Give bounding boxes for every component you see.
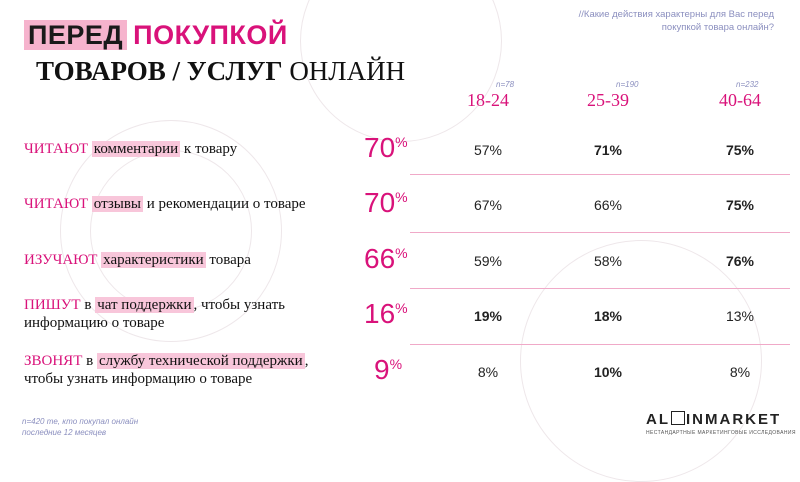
- row-highlight: чат поддержки: [95, 297, 194, 313]
- cell-value: 13%: [725, 308, 755, 324]
- row-highlight: службу технической поддержки: [96, 353, 305, 369]
- row-rest: ,: [304, 353, 309, 369]
- cell-value: 66%: [593, 197, 623, 213]
- cell-value: 18%: [593, 308, 623, 324]
- percent-sign: %: [395, 300, 408, 316]
- title-word: ПОКУПКОЙ: [133, 20, 288, 50]
- background-ornament: [90, 150, 252, 312]
- row-verb: ЧИТАЮТ: [24, 196, 89, 212]
- row-total-percent: 70%: [364, 187, 408, 219]
- footnote-line: n=420 те, кто покупал онлайн: [22, 417, 139, 426]
- percent-sign: %: [395, 245, 408, 261]
- page-title: ПЕРЕД ПОКУПКОЙ: [24, 20, 288, 51]
- cell-value: 8%: [729, 364, 751, 380]
- row-pre: в: [80, 297, 96, 313]
- cell-value: 19%: [473, 308, 503, 324]
- percent-sign: %: [395, 189, 408, 205]
- row-highlight: комментарии: [91, 141, 181, 157]
- cell-value: 57%: [473, 142, 503, 158]
- percent-sign: %: [389, 356, 403, 372]
- row-label: ПИШУТ в чат поддержки, чтобы узнать инфо…: [24, 296, 285, 332]
- footnote-line: последние 12 месяцев: [22, 428, 107, 437]
- row-total-percent: 70%: [364, 132, 408, 164]
- logo-tagline: НЕСТАНДАРТНЫЕ МАРКЕТИНГОВЫЕ ИССЛЕДОВАНИЯ: [646, 430, 796, 436]
- row-highlight: отзывы: [91, 196, 144, 212]
- logo-left: AL: [646, 411, 670, 428]
- row-divider: [410, 232, 790, 233]
- cell-value: 75%: [725, 142, 755, 158]
- total-value: 70: [364, 132, 396, 163]
- total-value: 66: [364, 243, 396, 274]
- row-divider: [410, 344, 790, 345]
- percent-sign: %: [395, 134, 408, 150]
- row-verb: ЗВОНЯТ: [24, 353, 83, 369]
- footnote: n=420 те, кто покупал онлайн последние 1…: [22, 416, 138, 438]
- row-label: ЧИТАЮТ комментарии к товару: [24, 140, 237, 158]
- total-value: 16: [364, 298, 396, 329]
- row-divider: [410, 174, 790, 175]
- cell-value: 10%: [593, 364, 623, 380]
- row-total-percent: 9%: [374, 354, 402, 386]
- row-total-percent: 16%: [364, 298, 408, 330]
- row-verb: ПИШУТ: [24, 297, 81, 313]
- row-label: ИЗУЧАЮТ характеристики товара: [24, 251, 251, 269]
- survey-question: //Какие действия характерны для Вас пере…: [578, 9, 774, 33]
- row-label: ЧИТАЮТ отзывы и рекомендации о товаре: [24, 195, 306, 213]
- row-total-percent: 66%: [364, 243, 408, 275]
- column-age-header: 40-64: [719, 90, 761, 110]
- row-divider: [410, 288, 790, 289]
- row-highlight: характеристики: [101, 252, 206, 268]
- cell-value: 71%: [593, 142, 623, 158]
- row-rest: и рекомендации о товаре: [143, 196, 306, 212]
- row-rest: , чтобы узнать: [193, 297, 285, 313]
- company-logo: AL INMARKET НЕСТАНДАРТНЫЕ МАРКЕТИНГОВЫЕ И…: [646, 410, 796, 436]
- total-value: 9: [374, 354, 390, 385]
- cell-value: 8%: [477, 364, 499, 380]
- row-rest: к товару: [180, 141, 238, 157]
- background-ornament: [60, 120, 282, 342]
- total-value: 70: [364, 187, 396, 218]
- page-subtitle: ТОВАРОВ / УСЛУГ ОНЛАЙН: [36, 56, 405, 87]
- row-line2: чтобы узнать информацию о товаре: [24, 371, 253, 387]
- cell-value: 76%: [725, 253, 755, 269]
- column-n-label: n=232: [736, 80, 759, 89]
- cell-value: 59%: [473, 253, 503, 269]
- column-age-header: 25-39: [587, 90, 629, 110]
- row-line2: информацию о товаре: [24, 315, 165, 331]
- row-label: ЗВОНЯТ в службу технической поддержки, ч…: [24, 352, 308, 388]
- subtitle-bold: ТОВАРОВ / УСЛУГ: [36, 56, 283, 86]
- column-n-label: n=78: [496, 80, 515, 89]
- title-highlight-word: ПЕРЕД: [24, 20, 128, 50]
- background-ornament: [520, 240, 762, 482]
- logo-wordmark: AL INMARKET: [646, 410, 779, 428]
- row-pre: в: [82, 353, 97, 369]
- logo-right: INMARKET: [686, 411, 782, 428]
- cell-value: 67%: [473, 197, 503, 213]
- subtitle-rest: ОНЛАЙН: [289, 56, 406, 86]
- column-n-label: n=190: [616, 80, 639, 89]
- row-verb: ЧИТАЮТ: [24, 141, 89, 157]
- row-verb: ИЗУЧАЮТ: [24, 252, 98, 268]
- checkbox-icon: [671, 411, 685, 425]
- cell-value: 58%: [593, 253, 623, 269]
- column-age-header: 18-24: [467, 90, 509, 110]
- cell-value: 75%: [725, 197, 755, 213]
- row-rest: товара: [205, 252, 251, 268]
